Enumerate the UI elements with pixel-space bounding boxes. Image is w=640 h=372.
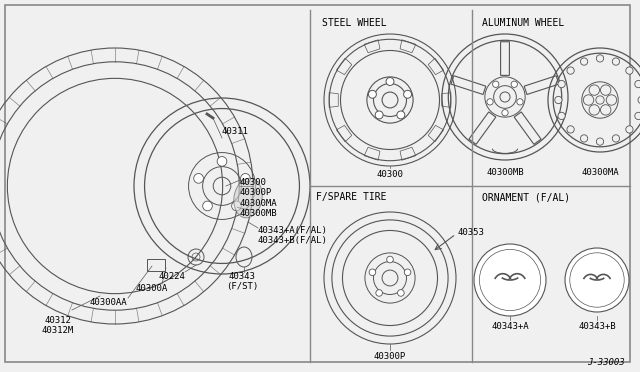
Circle shape <box>567 67 574 74</box>
Circle shape <box>375 111 383 119</box>
Circle shape <box>203 201 212 211</box>
Circle shape <box>567 126 574 133</box>
Text: 40353: 40353 <box>458 228 485 237</box>
Circle shape <box>580 135 588 142</box>
Circle shape <box>565 248 629 312</box>
Text: 40343+B: 40343+B <box>578 322 616 331</box>
Circle shape <box>474 244 546 316</box>
Text: 40343+A: 40343+A <box>491 322 529 331</box>
Circle shape <box>612 135 620 142</box>
Text: STEEL WHEEL: STEEL WHEEL <box>322 18 387 28</box>
Circle shape <box>493 81 499 87</box>
Circle shape <box>638 96 640 104</box>
Text: 40343+A(F/AL)
40343+B(F/AL): 40343+A(F/AL) 40343+B(F/AL) <box>258 226 328 246</box>
Circle shape <box>376 290 383 296</box>
Circle shape <box>397 290 404 296</box>
Circle shape <box>502 110 508 116</box>
Text: 40224: 40224 <box>159 272 186 281</box>
Circle shape <box>626 67 633 74</box>
Text: 40300P: 40300P <box>374 352 406 361</box>
Circle shape <box>596 55 604 62</box>
Circle shape <box>635 112 640 119</box>
Circle shape <box>404 269 411 276</box>
Circle shape <box>558 80 565 88</box>
Text: ALUMINUM WHEEL: ALUMINUM WHEEL <box>482 18 564 28</box>
Text: F/SPARE TIRE: F/SPARE TIRE <box>316 192 387 202</box>
Circle shape <box>596 138 604 145</box>
Circle shape <box>194 174 204 183</box>
Circle shape <box>558 112 565 119</box>
Text: 40300: 40300 <box>376 170 403 179</box>
Text: ORNAMENT (F/AL): ORNAMENT (F/AL) <box>482 192 570 202</box>
Circle shape <box>387 256 394 263</box>
Circle shape <box>241 174 250 183</box>
Text: 40312
40312M: 40312 40312M <box>42 316 74 336</box>
Text: 40311: 40311 <box>222 127 249 136</box>
Text: 40300MB: 40300MB <box>486 168 524 177</box>
Circle shape <box>232 201 241 211</box>
Circle shape <box>555 96 562 104</box>
Text: J-33003: J-33003 <box>588 358 625 367</box>
Circle shape <box>635 80 640 88</box>
Text: 40300A: 40300A <box>136 284 168 293</box>
Circle shape <box>517 99 523 105</box>
Circle shape <box>404 90 412 98</box>
Text: 40300
40300P
40300MA
40300MB: 40300 40300P 40300MA 40300MB <box>240 178 278 218</box>
Ellipse shape <box>234 178 262 218</box>
Circle shape <box>487 99 493 105</box>
Circle shape <box>386 77 394 86</box>
Circle shape <box>369 90 376 98</box>
Circle shape <box>217 157 227 166</box>
Circle shape <box>580 58 588 65</box>
Circle shape <box>511 81 517 87</box>
Text: 40300MA: 40300MA <box>581 168 619 177</box>
Circle shape <box>369 269 376 276</box>
Text: 40343
(F/ST): 40343 (F/ST) <box>226 272 258 291</box>
Text: 40300AA: 40300AA <box>89 298 127 307</box>
Circle shape <box>612 58 620 65</box>
Circle shape <box>626 126 633 133</box>
Circle shape <box>397 111 405 119</box>
